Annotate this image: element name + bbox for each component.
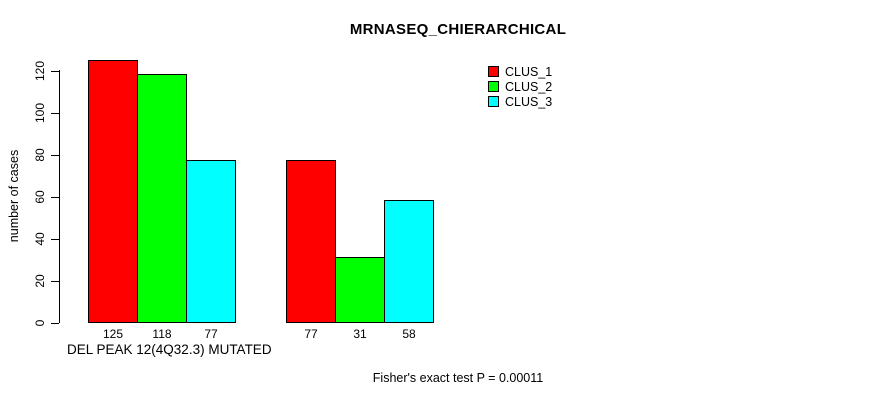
- y-tick-label: 80: [33, 148, 47, 162]
- bar-value-label: 77: [304, 327, 318, 341]
- legend-row-clus_3: CLUS_3: [488, 94, 552, 109]
- y-tick-label: 20: [33, 274, 47, 288]
- legend-swatch-icon: [488, 66, 499, 77]
- legend-label: CLUS_1: [505, 64, 553, 79]
- y-tick-label: 100: [33, 102, 47, 124]
- y-tick-mark: [51, 113, 59, 114]
- bar-clus_3-group2: [384, 200, 434, 323]
- legend-swatch-icon: [488, 96, 499, 107]
- x-axis-label: DEL PEAK 12(4Q32.3) MUTATED: [67, 342, 272, 357]
- bar-value-label: 31: [353, 327, 367, 341]
- legend-row-clus_2: CLUS_2: [488, 79, 552, 94]
- legend-label: CLUS_3: [505, 94, 553, 109]
- y-axis-label: number of cases: [7, 149, 21, 243]
- legend-label: CLUS_2: [505, 79, 553, 94]
- y-tick-mark: [51, 323, 59, 324]
- y-tick-label: 120: [33, 60, 47, 82]
- bar-clus_2-group1: [137, 74, 187, 323]
- y-tick-mark: [51, 239, 59, 240]
- bar-clus_3-group1: [186, 160, 236, 323]
- bar-clus_1-group2: [286, 160, 336, 323]
- y-tick-mark: [51, 281, 59, 282]
- bar-value-label: 125: [102, 327, 124, 341]
- y-tick-label: 60: [33, 190, 47, 204]
- fisher-test-annotation: Fisher's exact test P = 0.00011: [372, 371, 544, 385]
- bar-value-label: 77: [204, 327, 218, 341]
- y-tick-mark: [51, 197, 59, 198]
- bar-value-label: 58: [402, 327, 416, 341]
- y-axis-line: [59, 70, 60, 323]
- y-tick-mark: [51, 71, 59, 72]
- y-tick-mark: [51, 155, 59, 156]
- y-tick-label: 0: [33, 319, 47, 327]
- bar-clus_1-group1: [88, 59, 138, 323]
- bar-clus_2-group2: [335, 256, 385, 323]
- bar-value-label: 118: [152, 327, 172, 341]
- legend-row-clus_1: CLUS_1: [488, 64, 552, 79]
- legend: CLUS_1 CLUS_2 CLUS_3: [488, 64, 552, 109]
- y-tick-label: 40: [33, 232, 47, 246]
- chart-title: MRNASEQ_CHIERARCHICAL: [349, 21, 567, 38]
- legend-swatch-icon: [488, 81, 499, 92]
